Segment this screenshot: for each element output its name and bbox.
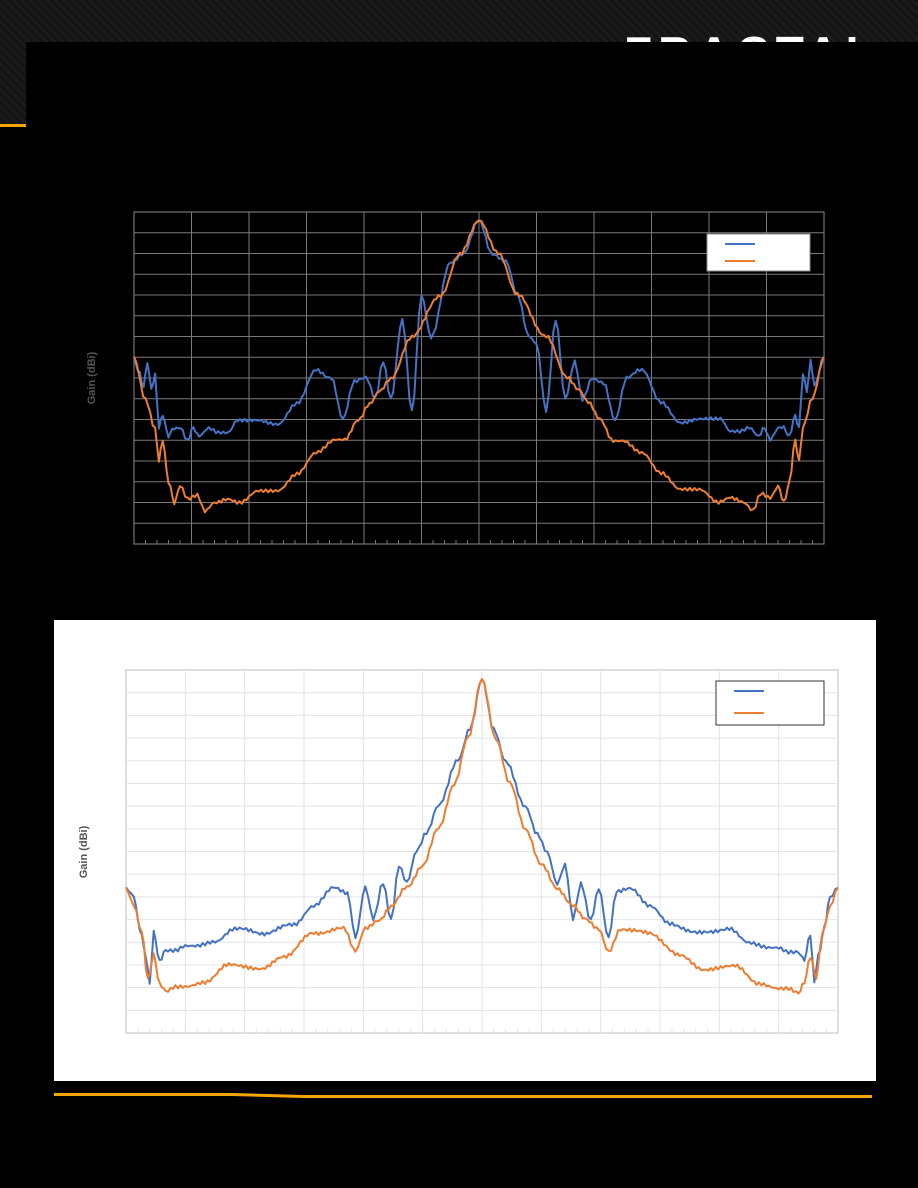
header-accent-rule	[0, 124, 26, 127]
series-line-2	[125, 678, 839, 995]
legend-box	[706, 233, 811, 272]
y-axis-label: Gain (dBi)	[78, 825, 90, 878]
footer-accent-rule	[54, 1093, 872, 1098]
chart-top: Gain (dBi)	[86, 211, 825, 545]
y-axis-label: Gain (dBi)	[86, 351, 98, 404]
brand-logo: FRACTAL	[624, 30, 884, 42]
brand-name: FRACTAL	[624, 30, 880, 42]
chart-bottom: Gain (dBi)	[54, 620, 876, 1081]
series-line-2	[133, 219, 825, 514]
legend-box	[715, 680, 825, 726]
